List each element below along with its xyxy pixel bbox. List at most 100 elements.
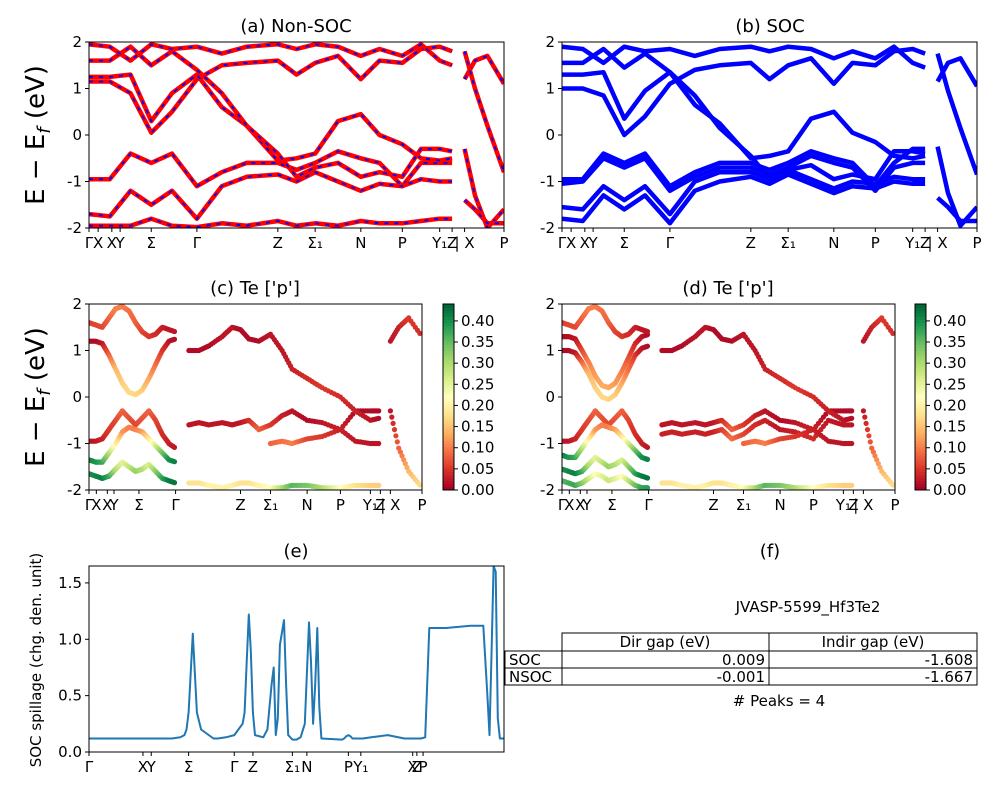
data-point <box>397 449 403 455</box>
colorbar-segment <box>915 304 926 308</box>
colorbar-segment <box>443 434 454 438</box>
colorbar-segment <box>915 369 926 373</box>
panel-e: (e) 0.00.51.01.5Γ XY Σ Γ Z Σ₁ N P Y₁ XZP <box>58 541 505 776</box>
colorbar-segment <box>915 316 926 320</box>
colorbar-segment <box>443 412 454 417</box>
x-tick-label: N <box>301 758 312 776</box>
band-line <box>463 198 504 226</box>
band-line <box>562 46 926 138</box>
y-tick-label: 1.5 <box>58 574 82 592</box>
colorbar-segment <box>443 307 454 311</box>
data-point <box>877 464 883 471</box>
colorbar-tick-label: 0.25 <box>461 375 494 393</box>
panel-d-colorbar: 0.00 0.05 0.10 0.15 0.20 0.25 0.30 0.35 0.40 <box>914 303 966 499</box>
table-col-dir-gap: Dir gap (eV) <box>620 633 711 651</box>
x-tick-label: X <box>564 496 574 514</box>
colorbar-segment <box>915 390 926 395</box>
colorbar-segment <box>443 359 454 364</box>
colorbar-segment <box>443 304 454 308</box>
data-point <box>644 456 651 462</box>
band-line-dashed <box>463 148 504 228</box>
band-line <box>562 46 926 182</box>
x-tick-label: P <box>398 234 407 252</box>
colorbar-segment <box>915 356 926 361</box>
data-point <box>391 427 398 433</box>
y-tick-label: 0 <box>545 126 555 144</box>
panel-e-line <box>89 566 504 741</box>
colorbar-segment <box>915 428 926 432</box>
x-tick-label: Z <box>235 496 245 514</box>
x-tick-label: | X <box>853 496 873 514</box>
x-tick-label: Γ <box>666 234 675 252</box>
colorbar-segment <box>443 350 454 355</box>
band-line <box>562 172 926 226</box>
table-nsoc-indir-gap: -1.667 <box>925 668 973 686</box>
panel-f-subtitle: JVASP-5599_Hf3Te2 <box>735 598 881 617</box>
data-point <box>376 415 382 421</box>
colorbar-segment <box>915 474 926 479</box>
colorbar-tick-label: 0.40 <box>933 312 966 330</box>
y-tick-label: -1 <box>67 435 82 453</box>
colorbar-segment <box>915 412 926 417</box>
band-line-dashed <box>463 51 504 173</box>
x-tick-label: Y <box>115 234 126 252</box>
y-tick-label: -2 <box>540 219 555 237</box>
x-tick-label: Γ <box>85 758 94 776</box>
colorbar-segment <box>443 328 454 333</box>
colorbar-segment <box>443 316 454 320</box>
x-tick-label: X <box>107 234 117 252</box>
colorbar-segment <box>915 341 926 345</box>
colorbar-segment <box>443 344 454 348</box>
x-tick-label: X <box>580 234 590 252</box>
data-point <box>860 408 867 414</box>
colorbar-segment <box>443 406 454 410</box>
colorbar-segment <box>443 474 454 479</box>
colorbar-segment <box>915 362 926 367</box>
x-tick-label: X <box>138 758 148 776</box>
colorbar-segment <box>443 409 454 413</box>
colorbar-segment <box>915 477 926 482</box>
panel-c-points <box>89 304 422 490</box>
colorbar-segment <box>443 341 454 345</box>
x-tick-label: Y <box>588 234 599 252</box>
data-point <box>171 480 178 486</box>
x-tick-label: Σ₁ <box>307 234 323 252</box>
x-tick-label: Z <box>375 496 385 514</box>
data-point <box>644 485 651 490</box>
colorbar-segment <box>443 331 454 336</box>
band-line-dashed <box>89 45 453 178</box>
band-line <box>562 44 926 70</box>
x-tick-label: | X <box>380 496 400 514</box>
data-point <box>849 440 855 447</box>
colorbar-segment <box>915 424 926 429</box>
data-point <box>869 445 875 451</box>
band-ylabel-main: E − E <box>21 134 51 205</box>
band-line <box>462 50 504 173</box>
colorbar-segment <box>443 353 454 358</box>
data-point <box>870 449 877 455</box>
table-nsoc-dir-gap: -0.001 <box>717 668 765 686</box>
data-point <box>644 475 651 481</box>
y-tick-label: 2 <box>72 295 82 313</box>
colorbar-segment <box>915 397 926 401</box>
data-point <box>890 330 895 336</box>
band-line <box>935 52 977 176</box>
colorbar-segment <box>443 452 454 457</box>
colorbar-segment <box>915 328 926 333</box>
colorbar-segment <box>443 313 454 317</box>
x-tick-label: Γ <box>85 496 94 514</box>
y-tick-label: 1.0 <box>58 630 82 648</box>
colorbar-tick-label: 0.35 <box>461 333 494 351</box>
x-tick-label: Z <box>848 496 858 514</box>
band-ylabel-mid: E − Ef (eV) <box>21 327 55 467</box>
panel-e-ticks: 0.00.51.01.5Γ XY Σ Γ Z Σ₁ N P Y₁ XZP <box>58 574 427 776</box>
y-tick-label: -1 <box>67 173 82 191</box>
panel-d-axes <box>561 303 896 491</box>
data-point <box>890 482 895 488</box>
band-line <box>562 167 926 217</box>
x-tick-label: | X <box>455 234 475 252</box>
band-line-dashed <box>89 150 453 188</box>
colorbar-segment <box>915 480 926 485</box>
